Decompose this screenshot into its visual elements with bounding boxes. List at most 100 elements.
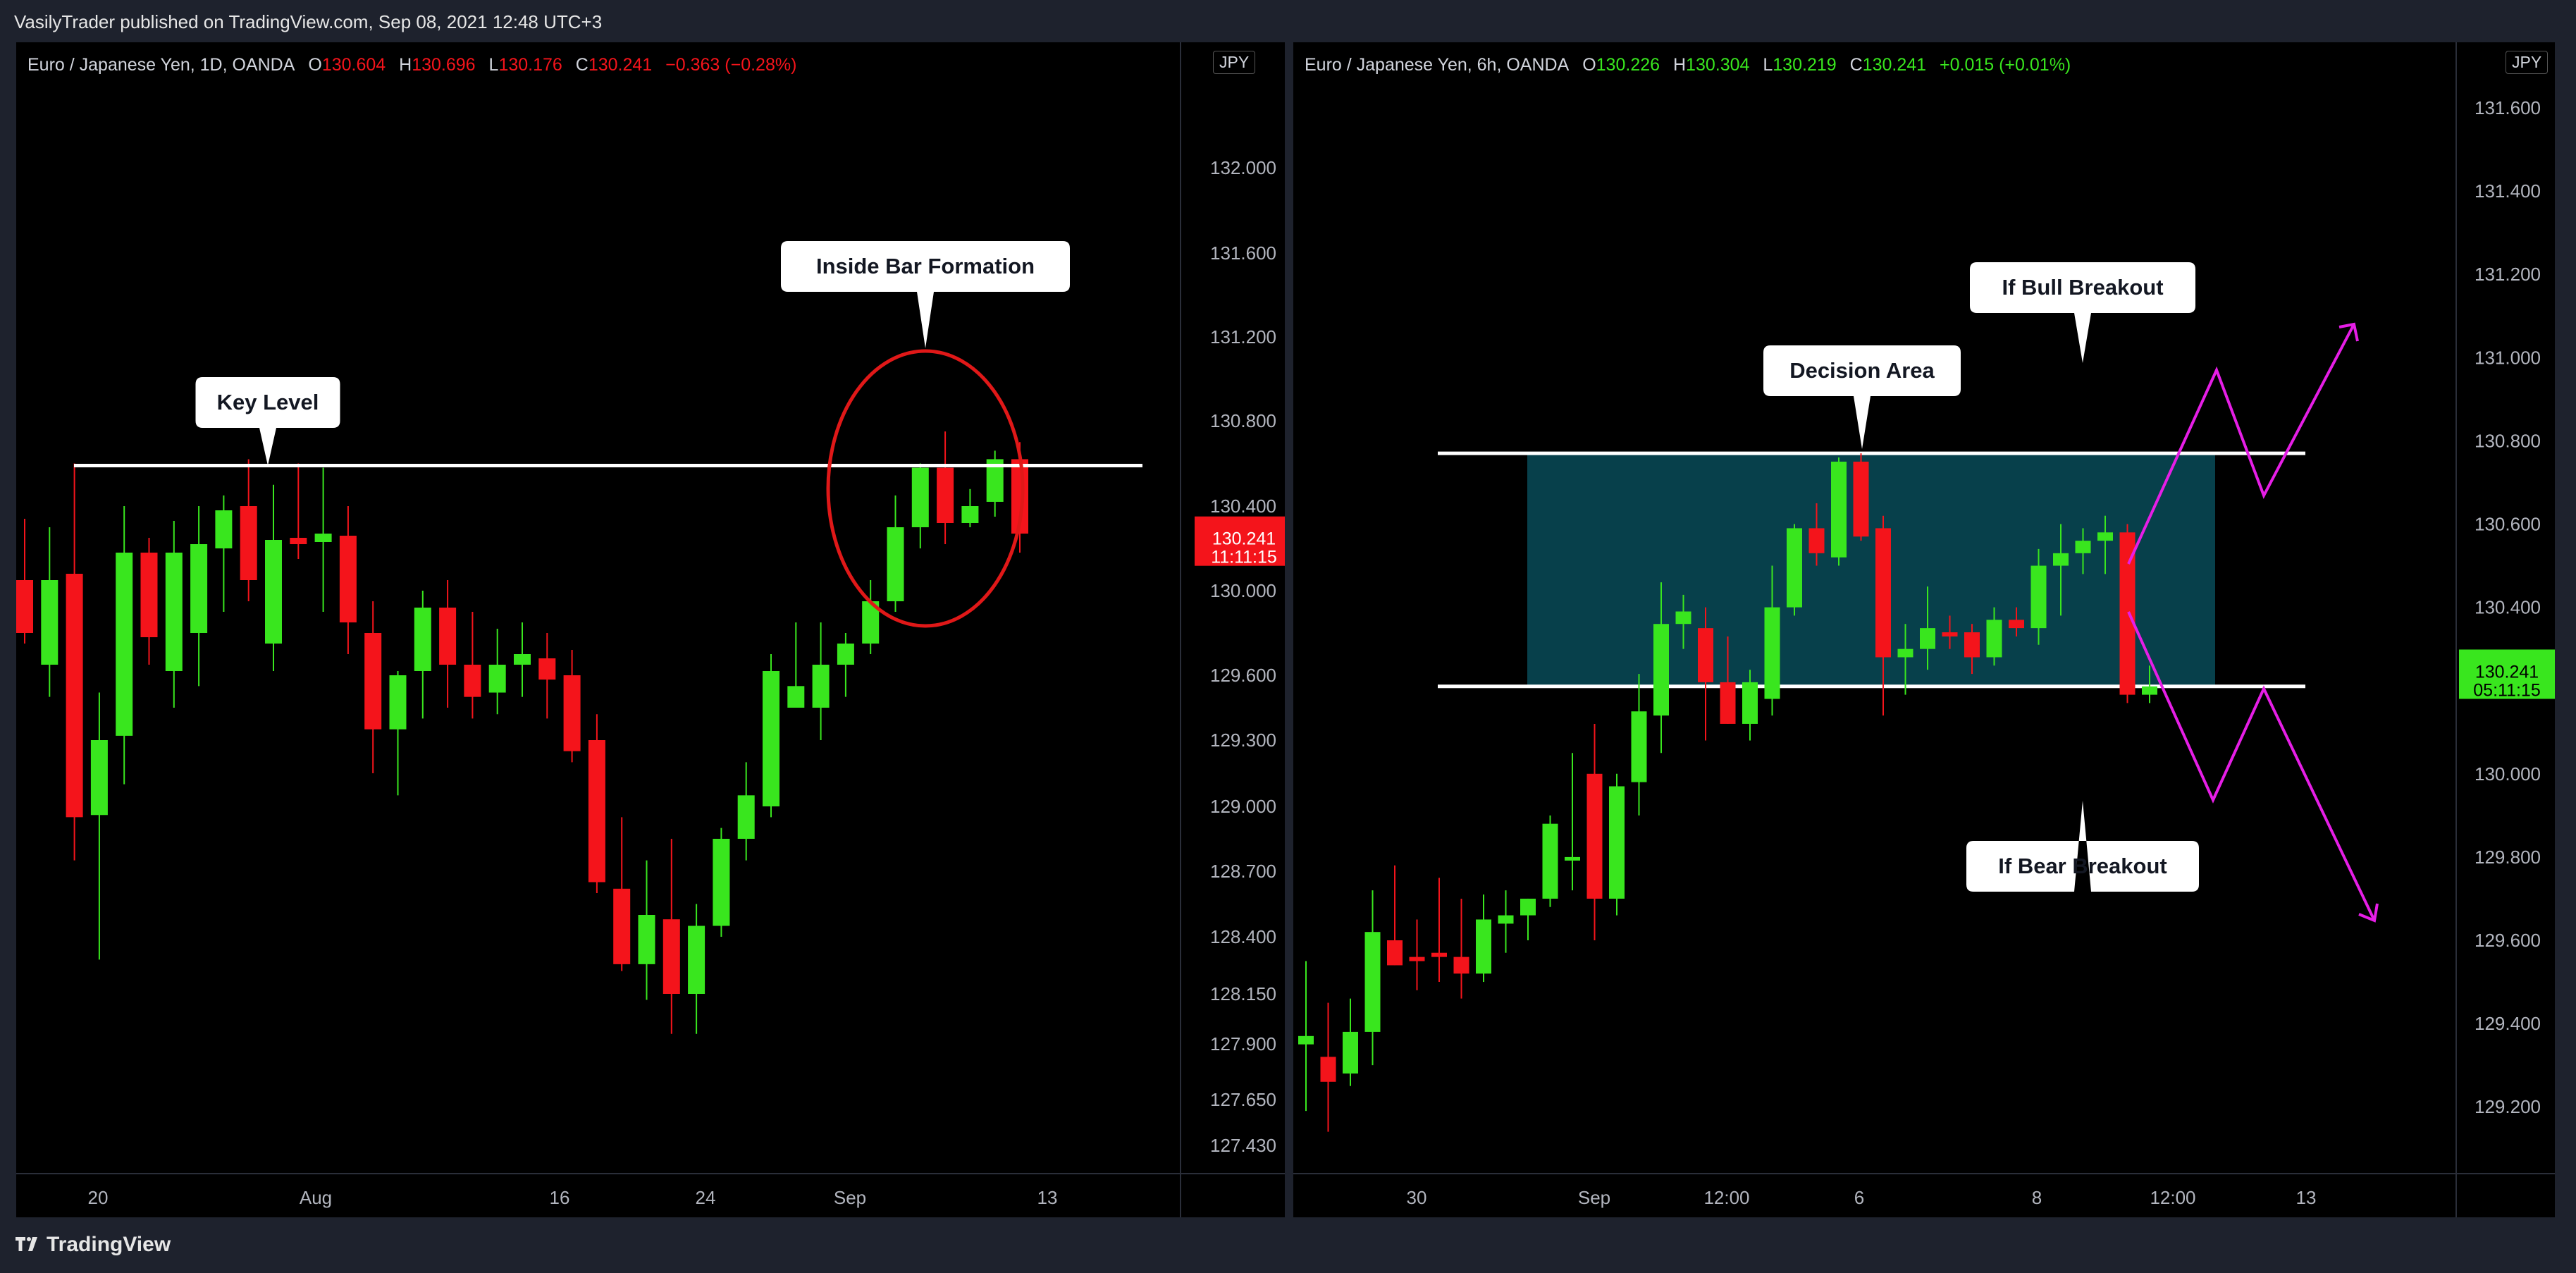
6h-candle-body (1831, 461, 1847, 558)
footer: TradingView (0, 1217, 2576, 1273)
6h-y-tick: 129.400 (2475, 1013, 2541, 1034)
daily-x-tick: 20 (88, 1187, 109, 1208)
chart-panel-6h[interactable]: 131.600 131.400 131.200 131.000 130.800 130.6… (1293, 42, 2555, 1217)
6h-y-tick: 131.000 (2475, 347, 2541, 368)
6h-candle-body (1787, 528, 1802, 608)
bear-arrowhead-icon (2358, 903, 2379, 923)
6h-open: 130.226 (1596, 55, 1660, 75)
6h-x-tick: 12:00 (1703, 1187, 1749, 1208)
inside-bar-callout (781, 241, 1070, 348)
6h-candle-body (1808, 528, 1825, 553)
daily-last-price: 130.241 (1212, 529, 1276, 549)
publisher-header: VasilyTrader published on TradingView.co… (0, 0, 2576, 42)
6h-x-tick: 12:00 (2150, 1187, 2195, 1208)
6h-candle-body (1343, 1031, 1358, 1074)
6h-candle-body (1653, 624, 1669, 716)
daily-candle-body (364, 633, 382, 730)
6h-o-label: O (1582, 55, 1596, 75)
daily-currency-button[interactable]: JPY (1213, 51, 1256, 74)
6h-low: 130.219 (1773, 55, 1837, 75)
daily-y-tick: 127.430 (1210, 1135, 1276, 1156)
daily-last-price-badge (1195, 516, 1285, 566)
6h-y-tick: 129.600 (2475, 930, 2541, 951)
6h-candle-body (2119, 532, 2136, 695)
6h-y-tick: 129.800 (2475, 847, 2541, 868)
daily-y-tick: 132.000 (1210, 157, 1276, 178)
6h-h-label: H (1672, 55, 1687, 75)
daily-candle-body (488, 665, 506, 693)
daily-candle-body (713, 839, 730, 926)
6h-candle-body (2030, 565, 2047, 629)
6h-candle-body (2053, 553, 2069, 566)
chart-panel-daily[interactable]: 132.000 131.600 131.200 130.800 130.400 130.0… (16, 42, 1285, 1217)
bull-scenario-path (2127, 324, 2355, 565)
6h-candle-body (1409, 957, 1425, 961)
key-level-label: Key Level (217, 390, 319, 414)
6h-candle-body (1586, 773, 1603, 899)
6h-y-tick: 130.800 (2475, 430, 2541, 451)
6h-candle-body (2142, 686, 2157, 695)
daily-candle-body (439, 608, 457, 665)
6h-symbol-title: Euro / Japanese Yen, 6h, OANDA (1305, 55, 1570, 75)
6h-candle-body (1742, 682, 1758, 724)
daily-candle-body (887, 527, 904, 601)
decision-area-box (1527, 453, 2215, 687)
bull-breakout-label: If Bull Breakout (2002, 275, 2163, 300)
daily-candle-body (90, 740, 108, 816)
6h-last-price: 130.241 (2475, 662, 2539, 682)
6h-candle-body (1476, 919, 1491, 974)
daily-change: −0.363 (−0.28%) (665, 55, 797, 75)
6h-candle-body (2097, 532, 2113, 541)
6h-y-tick: 131.600 (2475, 97, 2541, 118)
daily-countdown: 11:11:15 (1211, 548, 1277, 567)
daily-x-tick: 13 (1037, 1187, 1058, 1208)
6h-candle-body (1498, 915, 1514, 924)
daily-y-tick: 129.600 (1210, 665, 1276, 686)
6h-candle-body (1320, 1057, 1336, 1082)
daily-legend: Euro / Japanese Yen, 1D, OANDA O130.604 … (27, 55, 796, 75)
6h-candle-body (1920, 628, 1935, 649)
daily-y-tick: 130.000 (1210, 580, 1276, 601)
6h-candle-body (1986, 620, 2002, 658)
6h-candle-body (1897, 648, 1913, 658)
daily-candle-body (688, 925, 705, 994)
inside-bar-label: Inside Bar Formation (816, 254, 1035, 278)
daily-candle-body (165, 553, 183, 671)
tradingview-brand[interactable]: TradingView (16, 1233, 171, 1257)
6h-candle-body (1453, 957, 1469, 974)
6h-l-label: L (1763, 55, 1773, 75)
daily-close: 130.241 (588, 55, 653, 75)
daily-y-tick: 128.150 (1210, 983, 1276, 1004)
6h-countdown: 05:11:15 (2473, 680, 2540, 700)
daily-chart-canvas[interactable]: 132.000 131.600 131.200 130.800 130.400 130.0… (16, 42, 1285, 1217)
daily-candle-body (190, 544, 208, 633)
daily-y-tick: 128.700 (1210, 861, 1276, 882)
6h-x-tick: 13 (2296, 1187, 2317, 1208)
daily-l-label: L (488, 55, 499, 75)
daily-candle-body (812, 665, 830, 708)
bear-breakout-callout (1966, 801, 2199, 892)
daily-symbol-title: Euro / Japanese Yen, 1D, OANDA (27, 55, 295, 75)
publisher-text: VasilyTrader published on TradingView.co… (14, 11, 603, 32)
6h-candle-body (1364, 932, 1381, 1032)
6h-c-label: C (1849, 55, 1863, 75)
daily-candle-body (265, 540, 282, 644)
6h-candle-body (1631, 711, 1647, 782)
6h-currency-button[interactable]: JPY (2506, 51, 2549, 74)
daily-c-label: C (575, 55, 588, 75)
daily-y-tick: 131.200 (1210, 326, 1276, 348)
decision-area-label: Decision Area (1789, 358, 1935, 383)
daily-y-tick: 128.400 (1210, 926, 1276, 947)
daily-candle-body (638, 915, 655, 964)
6h-candle-body (1609, 786, 1625, 899)
daily-candle-body (215, 510, 233, 548)
daily-y-tick: 131.600 (1210, 242, 1276, 264)
6h-x-tick: 6 (1854, 1187, 1864, 1208)
daily-x-tick: 16 (550, 1187, 570, 1208)
brand-text: TradingView (47, 1233, 171, 1256)
6h-chart-canvas[interactable]: 131.600 131.400 131.200 131.000 130.800 130.6… (1293, 42, 2555, 1217)
daily-candle-body (290, 538, 307, 544)
daily-candle-body (16, 580, 33, 633)
daily-candle-body (837, 644, 854, 665)
6h-candle-body (1387, 940, 1403, 966)
